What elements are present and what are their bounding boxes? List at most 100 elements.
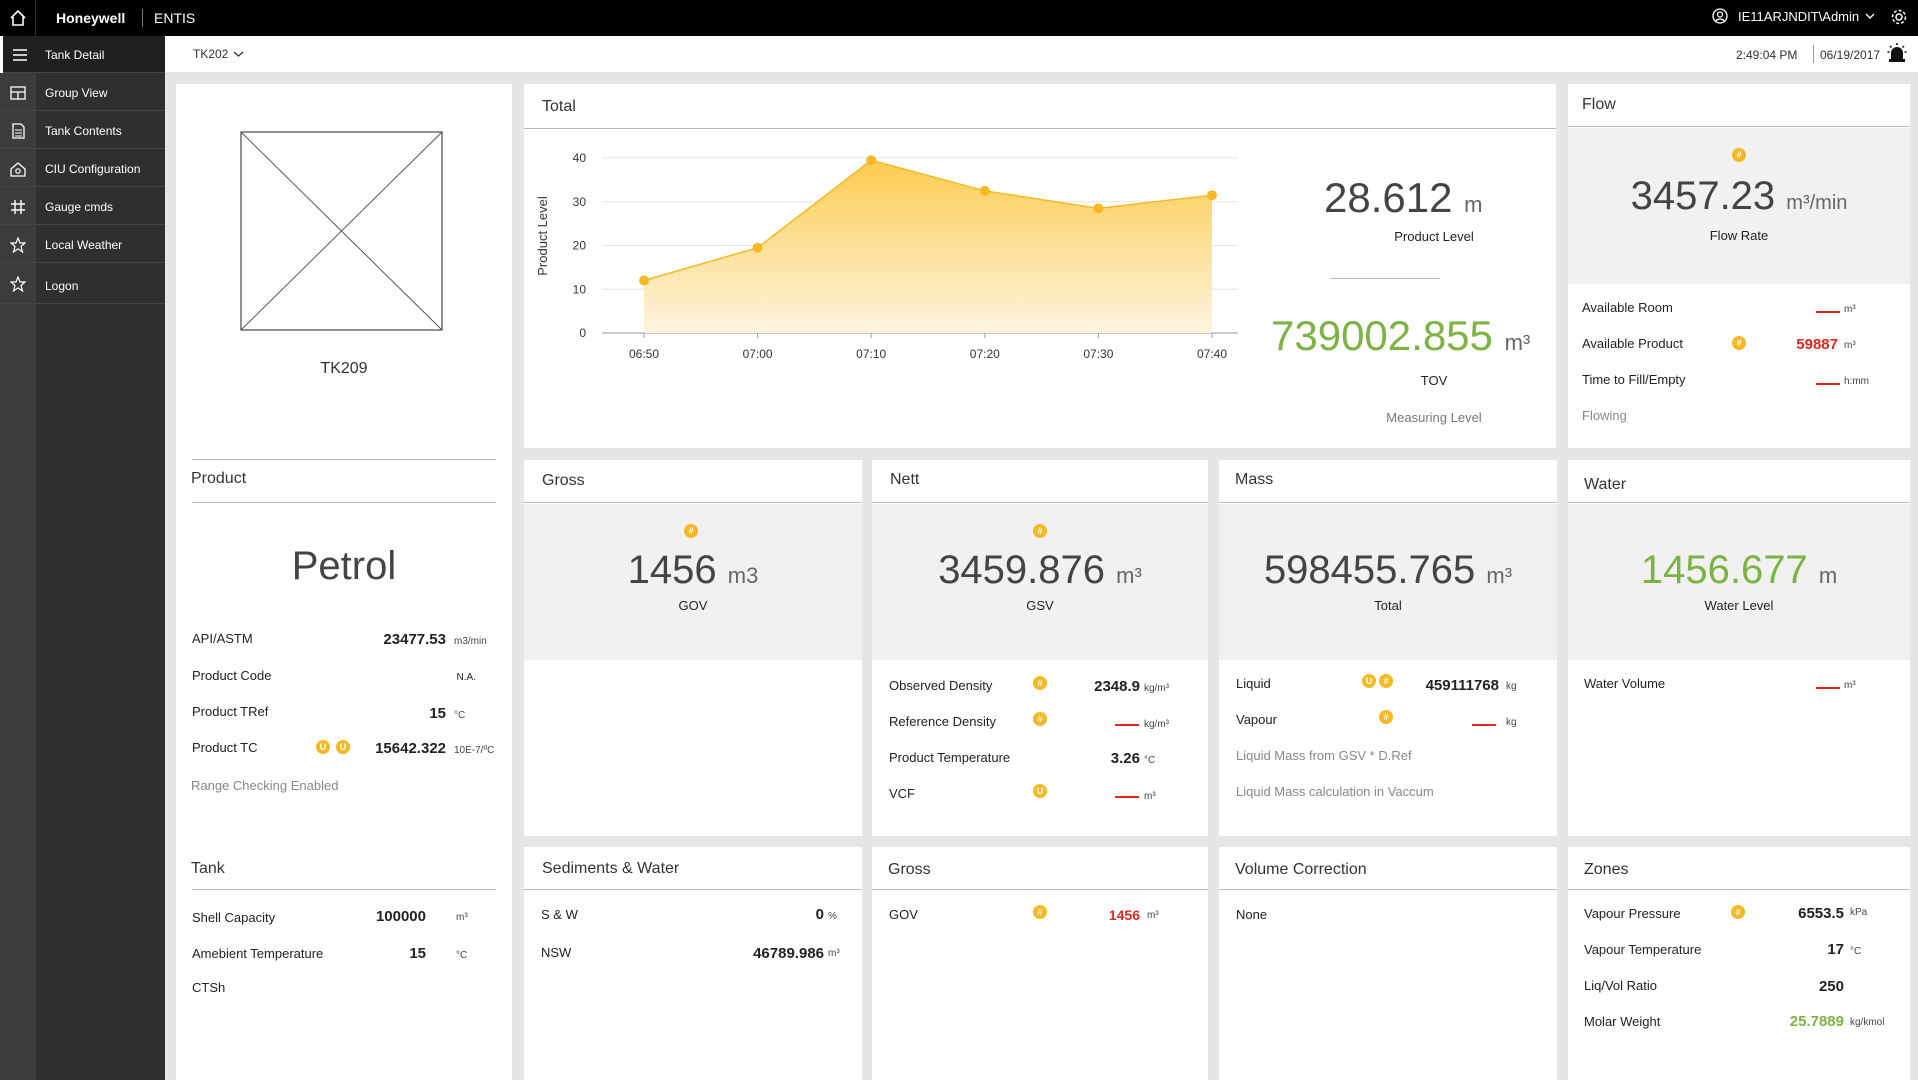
nett-title: Nett xyxy=(890,471,920,488)
observed-density-value: 2348.9 xyxy=(1094,678,1140,695)
sidebar-item-logon[interactable]: Logon xyxy=(0,264,165,304)
no-value-dash xyxy=(1816,311,1840,313)
ambient-temp-value: 15 xyxy=(409,945,426,962)
vapour-unit: kg xyxy=(1506,717,1517,728)
chart-area xyxy=(644,160,1212,333)
tov-number: 739002.855 xyxy=(1271,312,1493,359)
chart-y-tick-label: 0 xyxy=(579,326,586,340)
divider xyxy=(524,889,862,890)
volume-correction-title: Volume Correction xyxy=(1235,861,1367,878)
chart-x-tick-label: 07:00 xyxy=(743,347,773,361)
sidebar-item-gauge-cmds[interactable]: Gauge cmds xyxy=(0,188,165,225)
home-button[interactable] xyxy=(0,0,36,36)
water-title: Water xyxy=(1584,476,1627,493)
sidebar-item-label: Tank Detail xyxy=(45,48,105,62)
tov-unit: m³ xyxy=(1504,330,1531,355)
user-menu[interactable]: IE11ARJNDIT\Admin xyxy=(1712,8,1875,24)
product-level-chart: 0 10 20 30 40 06:50 07:00 07:10 07:20 07:30 07:40… xyxy=(535,151,1238,361)
chevron-down-icon xyxy=(233,51,244,57)
product-code-value: N.A. xyxy=(456,672,476,683)
sidebar-item-tank-contents[interactable]: Tank Contents xyxy=(0,112,165,149)
chart-data-point[interactable] xyxy=(979,185,990,196)
chart-y-axis-label: Product Level xyxy=(535,196,550,276)
chart-x-tick-labels: 06:50 07:00 07:10 07:20 07:30 07:40 xyxy=(629,347,1227,361)
mass-note-2: Liquid Mass calculation in Vaccum xyxy=(1236,784,1434,799)
gov-value: 1456 m3 xyxy=(524,548,862,593)
settings-button[interactable] xyxy=(1890,8,1908,31)
ctsh-label: CTSh xyxy=(192,980,226,995)
vapour-temperature-value: 17 xyxy=(1827,941,1844,958)
chart-data-point[interactable] xyxy=(866,155,877,166)
hash-badge-icon: # xyxy=(1033,712,1047,726)
chart-x-tick-label: 06:50 xyxy=(629,347,659,361)
sidebar-item-tank-detail[interactable]: Tank Detail xyxy=(0,36,165,73)
mass-total-value: 598455.765 m³ xyxy=(1219,548,1557,593)
water-volume-label: Water Volume xyxy=(1584,676,1666,691)
tank-selector[interactable]: TK202 xyxy=(193,47,244,61)
liquid-label: Liquid xyxy=(1236,676,1271,691)
molar-weight-label: Molar Weight xyxy=(1584,1014,1661,1029)
star-icon xyxy=(0,226,36,263)
alarm-icon xyxy=(1887,43,1907,62)
divider xyxy=(1568,126,1910,127)
mass-summary-band xyxy=(1219,504,1557,660)
sidebar-item-label: CIU Configuration xyxy=(45,162,141,176)
hash-badge-icon: # xyxy=(1732,148,1746,162)
shell-capacity-value: 100000 xyxy=(375,908,426,925)
product-temperature-unit: °C xyxy=(1144,755,1156,766)
hash-badge-icon: # xyxy=(1732,336,1746,350)
current-time: 2:49:04 PM xyxy=(1736,48,1798,62)
liquid-value: 459111768 xyxy=(1425,677,1499,694)
gross-title: Gross xyxy=(542,472,585,489)
user-circle-icon xyxy=(1712,8,1728,24)
sidebar-item-label: Tank Contents xyxy=(45,124,122,138)
gov-label: GOV xyxy=(678,598,708,613)
divider xyxy=(524,128,1556,129)
divider xyxy=(1219,889,1557,890)
mass-total-unit: m³ xyxy=(1486,563,1513,588)
menu-icon xyxy=(0,36,36,73)
time-fill-label: Time to Fill/Empty xyxy=(1582,372,1686,387)
chart-data-point[interactable] xyxy=(752,242,763,253)
mass-total-number: 598455.765 xyxy=(1263,548,1476,592)
chart-data-point[interactable] xyxy=(639,275,649,286)
vcf-label: VCF xyxy=(889,786,915,801)
sub-header: TK202 2:49:04 PM 06/19/2017 xyxy=(165,36,1918,72)
s-and-w-value: 0 xyxy=(815,906,824,923)
mass-total-label: Total xyxy=(1374,598,1402,613)
hash-badge-icon: # xyxy=(684,524,698,538)
tank-image-placeholder xyxy=(240,131,443,331)
no-value-dash xyxy=(1472,724,1496,726)
sidebar-item-label: Local Weather xyxy=(45,238,123,252)
divider xyxy=(192,502,496,503)
product-level-unit: m xyxy=(1464,192,1483,217)
divider xyxy=(1219,502,1557,503)
product-level-value: 28.612 m xyxy=(1324,174,1544,222)
time-fill-unit: h:mm xyxy=(1844,376,1869,387)
product-level-number: 28.612 xyxy=(1324,174,1453,221)
nsw-label: NSW xyxy=(541,945,572,960)
nsw-unit: m³ xyxy=(828,948,840,959)
alarm-button[interactable] xyxy=(1887,42,1907,69)
chart-y-tick-label: 40 xyxy=(573,151,587,165)
hash-badge-icon: # xyxy=(1379,710,1393,724)
molar-weight-value: 25.7889 xyxy=(1789,1013,1844,1030)
sidebar-item-label: Group View xyxy=(45,86,108,100)
sidebar-item-group-view[interactable]: Group View xyxy=(0,74,165,111)
chart-data-point[interactable] xyxy=(1093,203,1104,214)
gsv-label: GSV xyxy=(1026,598,1054,613)
gsv-unit: m³ xyxy=(1116,563,1142,588)
observed-density-unit: kg/m³ xyxy=(1144,683,1169,694)
mass-title: Mass xyxy=(1235,471,1274,488)
reference-density-unit: kg/m³ xyxy=(1144,719,1169,730)
sidebar-item-local-weather[interactable]: Local Weather xyxy=(0,226,165,263)
vapour-pressure-unit: kPa xyxy=(1850,907,1868,918)
sediments-title: Sediments & Water xyxy=(542,860,680,877)
chart-line xyxy=(643,159,1213,282)
flow-title: Flow xyxy=(1582,96,1616,113)
water-level-number: 1456.677 xyxy=(1640,548,1808,592)
tov-label: TOV xyxy=(1420,373,1448,388)
chart-data-point[interactable] xyxy=(1207,190,1217,201)
product-temperature-value: 3.26 xyxy=(1110,750,1140,767)
sidebar-item-ciu-configuration[interactable]: CIU Configuration xyxy=(0,150,165,187)
